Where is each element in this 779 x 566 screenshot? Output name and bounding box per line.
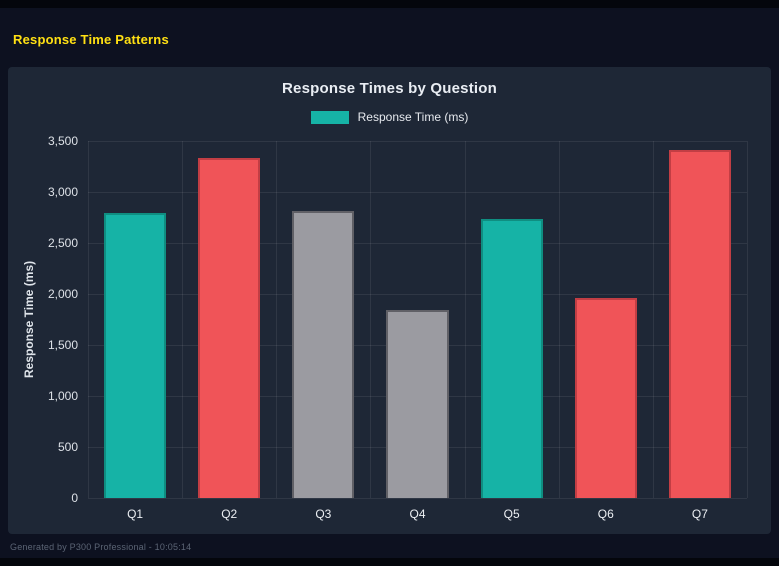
window-top-edge [0, 0, 779, 8]
y-tick-label: 1,000 [47, 389, 78, 403]
chart-body: Response Time (ms) 0 500 1,000 1,500 2,000 2,… [8, 134, 771, 521]
gridline-v [747, 141, 748, 498]
bar-q4[interactable] [386, 309, 449, 498]
gridline-v [276, 141, 278, 498]
chart-card: Response Times by Question Response Time… [8, 67, 771, 534]
y-tick-label: 0 [71, 491, 78, 505]
bar-q6[interactable] [574, 298, 637, 498]
gridline-h [88, 294, 747, 295]
gridline-v [182, 141, 184, 498]
y-tick-label: 2,500 [47, 236, 78, 250]
x-tick-q7: Q7 [691, 507, 708, 521]
y-axis-ticks: 0 500 1,000 1,500 2,000 2,500 3,000 3,500 [38, 134, 88, 505]
footer-caption: Generated by P300 Professional - 10:05:1… [10, 542, 192, 552]
x-tick-q2: Q2 [221, 507, 238, 521]
gridline-v [652, 141, 654, 498]
legend-swatch [310, 110, 349, 124]
bar-q7[interactable] [668, 150, 731, 498]
x-tick-q6: Q6 [597, 507, 614, 521]
gridline-v [88, 141, 89, 498]
legend-label: Response Time (ms) [357, 110, 469, 124]
window-bottom-edge [0, 558, 779, 566]
plot-area [88, 141, 748, 499]
bar-q5[interactable] [480, 219, 543, 498]
bar-q2[interactable] [198, 158, 261, 498]
y-tick-label: 2,000 [47, 287, 78, 301]
x-tick-q5: Q5 [503, 507, 520, 521]
gridline-h [88, 192, 747, 193]
y-tick-label: 3,000 [47, 185, 78, 199]
y-tick-label: 3,500 [47, 134, 78, 148]
gridline-v [464, 141, 466, 498]
gridline-h [88, 243, 747, 244]
bar-q1[interactable] [104, 212, 167, 498]
y-axis-title: Response Time (ms) [22, 260, 36, 379]
chart-title: Response Times by Question [282, 80, 497, 97]
x-tick-q3: Q3 [315, 507, 332, 521]
y-tick-label: 1,500 [47, 338, 78, 352]
legend[interactable]: Response Time (ms) [8, 110, 771, 124]
x-tick-q4: Q4 [409, 507, 426, 521]
app-background: Response Time Patterns Response Times by… [0, 8, 779, 558]
y-tick-label: 500 [57, 440, 78, 454]
x-axis-ticks: Q1 Q2 Q3 Q4 Q5 Q6 Q7 [88, 507, 747, 521]
gridline-h [88, 141, 747, 142]
plot-column: Q1 Q2 Q3 Q4 Q5 Q6 Q7 [88, 141, 748, 521]
gridline-h [88, 498, 747, 499]
gridline-v [558, 141, 560, 498]
x-tick-q1: Q1 [127, 507, 144, 521]
gridline-v [370, 141, 372, 498]
page-title: Response Time Patterns [13, 32, 169, 47]
bar-q3[interactable] [292, 211, 355, 498]
